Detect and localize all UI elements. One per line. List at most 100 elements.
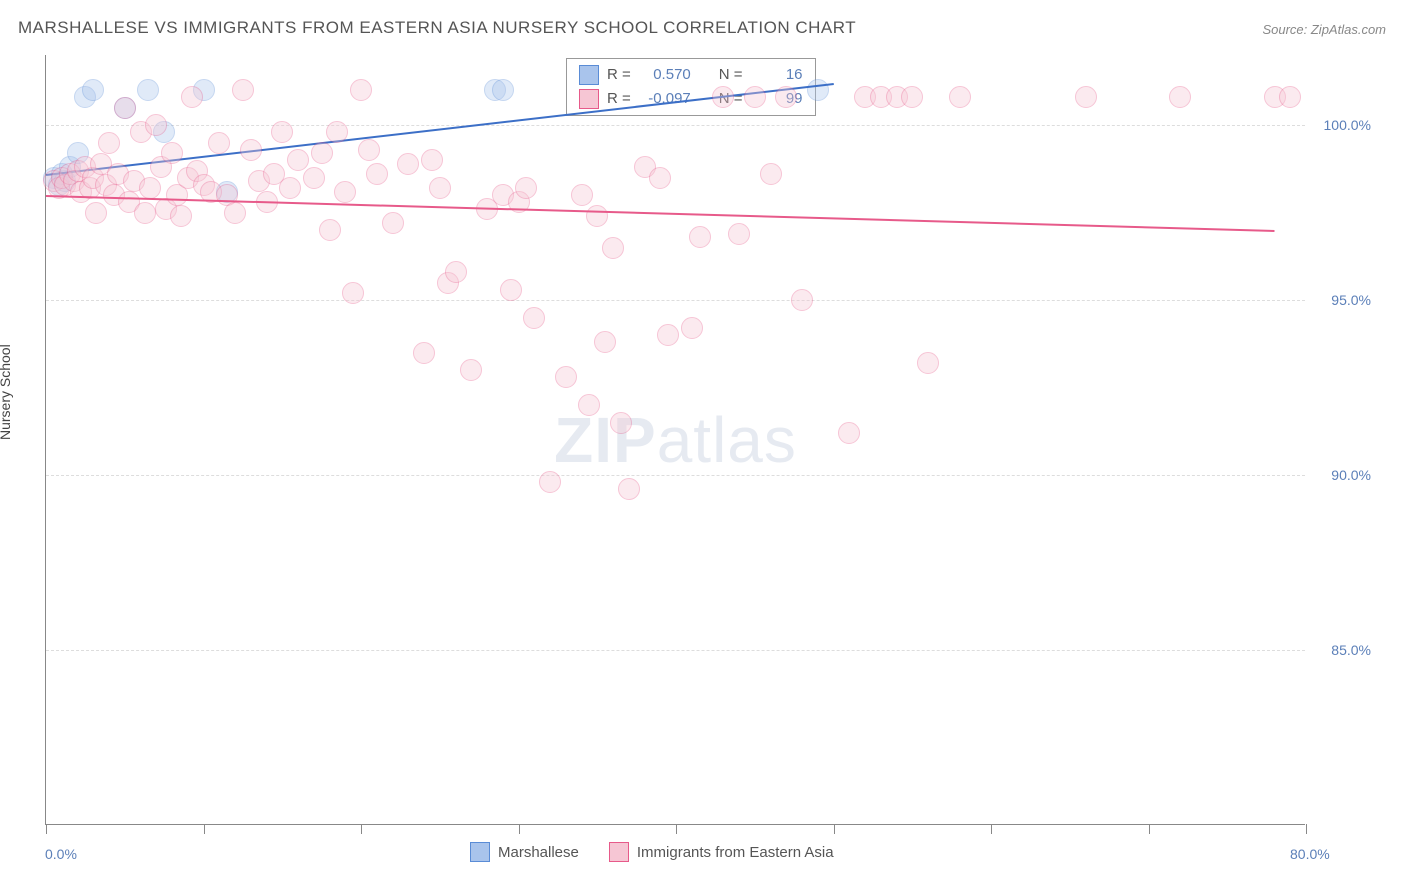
gridline — [46, 650, 1305, 651]
scatter-point — [232, 79, 254, 101]
scatter-point — [578, 394, 600, 416]
scatter-point — [342, 282, 364, 304]
scatter-point — [838, 422, 860, 444]
scatter-point — [681, 317, 703, 339]
chart-title: MARSHALLESE VS IMMIGRANTS FROM EASTERN A… — [18, 18, 856, 38]
scatter-point — [712, 86, 734, 108]
correlation-legend: R =0.570N =16R =-0.097N =99 — [566, 58, 816, 116]
scatter-point — [181, 86, 203, 108]
x-axis-max-label: 80.0% — [1290, 846, 1330, 862]
y-tick-label: 95.0% — [1331, 292, 1371, 308]
gridline — [46, 300, 1305, 301]
legend-swatch — [609, 842, 629, 862]
scatter-point — [413, 342, 435, 364]
legend-item: Immigrants from Eastern Asia — [609, 842, 834, 862]
scatter-point — [500, 279, 522, 301]
y-tick-label: 100.0% — [1324, 117, 1371, 133]
series-legend: Marshallese Immigrants from Eastern Asia — [470, 842, 834, 862]
scatter-point — [460, 359, 482, 381]
x-tick — [361, 824, 362, 834]
x-axis-min-label: 0.0% — [45, 846, 77, 862]
scatter-point — [539, 471, 561, 493]
scatter-point — [523, 307, 545, 329]
scatter-point — [571, 184, 593, 206]
scatter-point — [98, 132, 120, 154]
legend-r-value: -0.097 — [639, 87, 691, 111]
scatter-point — [208, 132, 230, 154]
scatter-point — [82, 79, 104, 101]
legend-n-label: N = — [719, 63, 743, 87]
x-tick — [1149, 824, 1150, 834]
legend-swatch — [579, 65, 599, 85]
legend-item: Marshallese — [470, 842, 579, 862]
x-tick — [519, 824, 520, 834]
scatter-point — [350, 79, 372, 101]
scatter-point — [224, 202, 246, 224]
scatter-point — [319, 219, 341, 241]
scatter-point — [555, 366, 577, 388]
y-tick-label: 90.0% — [1331, 467, 1371, 483]
plot-area: ZIPatlas R =0.570N =16R =-0.097N =99 85.… — [45, 55, 1305, 825]
gridline — [46, 475, 1305, 476]
scatter-point — [744, 86, 766, 108]
scatter-point — [326, 121, 348, 143]
scatter-point — [358, 139, 380, 161]
scatter-point — [240, 139, 262, 161]
scatter-point — [586, 205, 608, 227]
legend-row: R = 0.570 N = 16 — [579, 63, 803, 87]
x-tick — [1306, 824, 1307, 834]
scatter-point — [334, 181, 356, 203]
scatter-point — [137, 79, 159, 101]
y-tick-label: 85.0% — [1331, 642, 1371, 658]
scatter-point — [421, 149, 443, 171]
scatter-point — [170, 205, 192, 227]
y-axis-title: Nursery School — [0, 344, 13, 440]
scatter-point — [689, 226, 711, 248]
scatter-point — [657, 324, 679, 346]
scatter-point — [791, 289, 813, 311]
gridline — [46, 125, 1305, 126]
scatter-point — [114, 97, 136, 119]
scatter-point — [1169, 86, 1191, 108]
scatter-point — [366, 163, 388, 185]
scatter-point — [445, 261, 467, 283]
scatter-point — [382, 212, 404, 234]
scatter-point — [429, 177, 451, 199]
scatter-point — [602, 237, 624, 259]
x-tick — [991, 824, 992, 834]
legend-swatch — [470, 842, 490, 862]
x-tick — [46, 824, 47, 834]
scatter-point — [134, 202, 156, 224]
scatter-point — [775, 86, 797, 108]
scatter-point — [515, 177, 537, 199]
scatter-point — [161, 142, 183, 164]
scatter-point — [649, 167, 671, 189]
legend-r-value: 0.570 — [639, 63, 691, 87]
scatter-point — [760, 163, 782, 185]
scatter-point — [271, 121, 293, 143]
scatter-point — [492, 79, 514, 101]
scatter-point — [145, 114, 167, 136]
x-tick — [204, 824, 205, 834]
source-attribution: Source: ZipAtlas.com — [1262, 22, 1386, 37]
legend-r-label: R = — [607, 63, 631, 87]
legend-series-name: Marshallese — [498, 844, 579, 861]
legend-series-name: Immigrants from Eastern Asia — [637, 844, 834, 861]
scatter-point — [311, 142, 333, 164]
x-tick — [834, 824, 835, 834]
legend-n-value: 16 — [751, 63, 803, 87]
scatter-point — [397, 153, 419, 175]
scatter-point — [618, 478, 640, 500]
scatter-point — [1279, 86, 1301, 108]
scatter-point — [949, 86, 971, 108]
scatter-point — [594, 331, 616, 353]
scatter-point — [728, 223, 750, 245]
legend-swatch — [579, 89, 599, 109]
scatter-point — [139, 177, 161, 199]
x-tick — [676, 824, 677, 834]
scatter-point — [85, 202, 107, 224]
scatter-point — [279, 177, 301, 199]
scatter-point — [901, 86, 923, 108]
scatter-point — [1075, 86, 1097, 108]
scatter-point — [807, 79, 829, 101]
